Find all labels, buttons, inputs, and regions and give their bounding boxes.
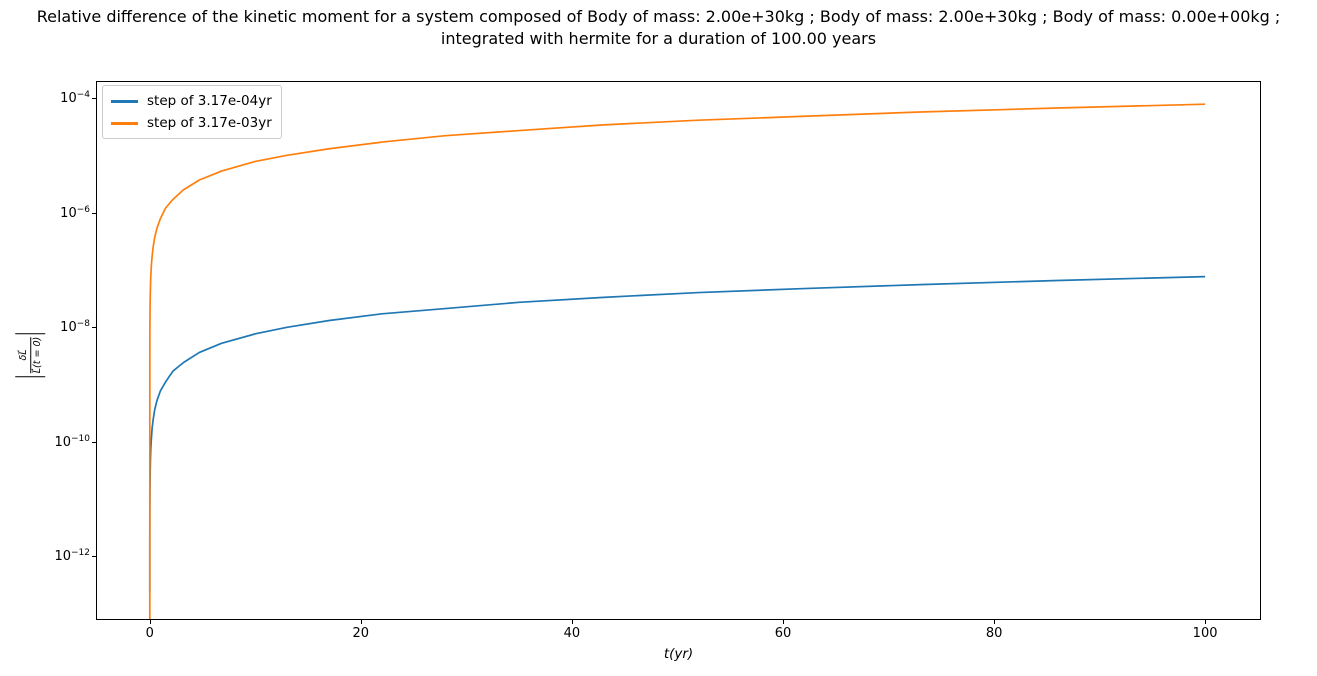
plot-area	[96, 81, 1261, 620]
chart-title-line-2: integrated with hermite for a duration o…	[440, 29, 877, 48]
x-tick-label: 0	[145, 626, 154, 641]
x-tick-label: 100	[1192, 626, 1218, 641]
x-tick-mark	[1205, 620, 1207, 624]
x-tick-mark	[149, 620, 151, 624]
chart-title: Relative difference of the kinetic momen…	[0, 6, 1317, 50]
y-tick-mark	[92, 441, 96, 443]
x-tick-label: 60	[774, 626, 792, 641]
x-tick-mark	[783, 620, 784, 624]
y-axis-label-fraction: δL⃗ L⃗(t = 0)	[15, 332, 46, 378]
y-tick-label: 10−12	[54, 547, 90, 565]
y-axis-fraction: δL⃗ L⃗(t = 0)	[17, 336, 44, 374]
legend-label: step of 3.17e-03yr	[147, 115, 272, 131]
chart-title-line-1: Relative difference of the kinetic momen…	[36, 7, 1281, 26]
series-line-1	[148, 103, 1206, 619]
x-axis-label: t(yr)	[663, 646, 694, 662]
legend-entry: step of 3.17e-03yr	[111, 112, 272, 134]
series-line-0	[148, 275, 1206, 592]
x-tick-label: 80	[985, 626, 1003, 641]
legend-line-swatch	[111, 121, 138, 125]
y-tick-label: 10−8	[60, 318, 90, 336]
legend: step of 3.17e-04yr step of 3.17e-03yr	[102, 85, 282, 139]
y-tick-mark	[92, 556, 96, 557]
absolute-value-bar-right	[15, 332, 46, 334]
x-tick-label: 40	[563, 626, 581, 641]
legend-label: step of 3.17e-04yr	[147, 93, 272, 109]
x-tick-label: 20	[352, 626, 370, 641]
y-axis-label: δL⃗ L⃗(t = 0)	[8, 305, 52, 405]
y-axis-fraction-numerator: δL⃗	[17, 349, 29, 361]
legend-line-swatch	[111, 99, 138, 103]
y-tick-mark	[92, 98, 96, 99]
absolute-value-bar-left	[15, 376, 46, 378]
x-tick-mark	[360, 620, 362, 624]
y-tick-label: 10−10	[54, 433, 90, 450]
y-tick-label: 10−6	[60, 204, 90, 221]
plot-canvas	[148, 103, 1206, 619]
y-axis-fraction-denominator: L⃗(t = 0)	[29, 336, 44, 374]
y-tick-mark	[92, 327, 96, 328]
x-tick-mark	[571, 620, 573, 624]
y-tick-label: 10−4	[60, 89, 90, 107]
legend-entry: step of 3.17e-04yr	[111, 90, 272, 112]
y-tick-mark	[92, 212, 96, 214]
x-tick-mark	[994, 620, 996, 624]
